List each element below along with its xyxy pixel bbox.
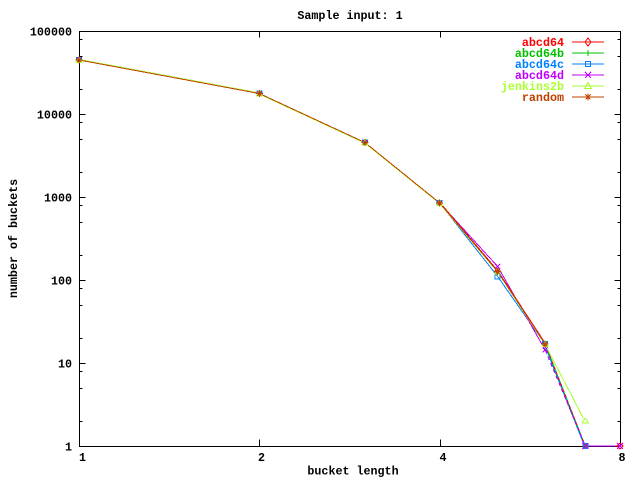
svg-text:10: 10 [58, 358, 72, 372]
svg-text:1: 1 [65, 441, 72, 455]
svg-text:100: 100 [51, 275, 72, 289]
svg-text:abcd64c: abcd64c [515, 58, 564, 72]
svg-text:100000: 100000 [30, 26, 72, 40]
svg-text:abcd64b: abcd64b [515, 47, 564, 61]
svg-text:4: 4 [439, 451, 446, 465]
svg-text:2: 2 [258, 451, 265, 465]
svg-text:bucket length: bucket length [307, 465, 398, 479]
svg-text:random: random [522, 91, 564, 105]
svg-text:abcd64: abcd64 [522, 36, 564, 50]
svg-text:Sample input: 1: Sample input: 1 [297, 9, 402, 23]
svg-text:8: 8 [618, 451, 625, 465]
svg-text:1: 1 [79, 451, 86, 465]
svg-text:number of buckets: number of buckets [7, 179, 21, 298]
svg-text:1000: 1000 [44, 192, 72, 206]
svg-text:abcd64d: abcd64d [515, 69, 564, 83]
svg-text:jenkins2b: jenkins2b [501, 80, 564, 94]
svg-text:10000: 10000 [37, 109, 72, 123]
